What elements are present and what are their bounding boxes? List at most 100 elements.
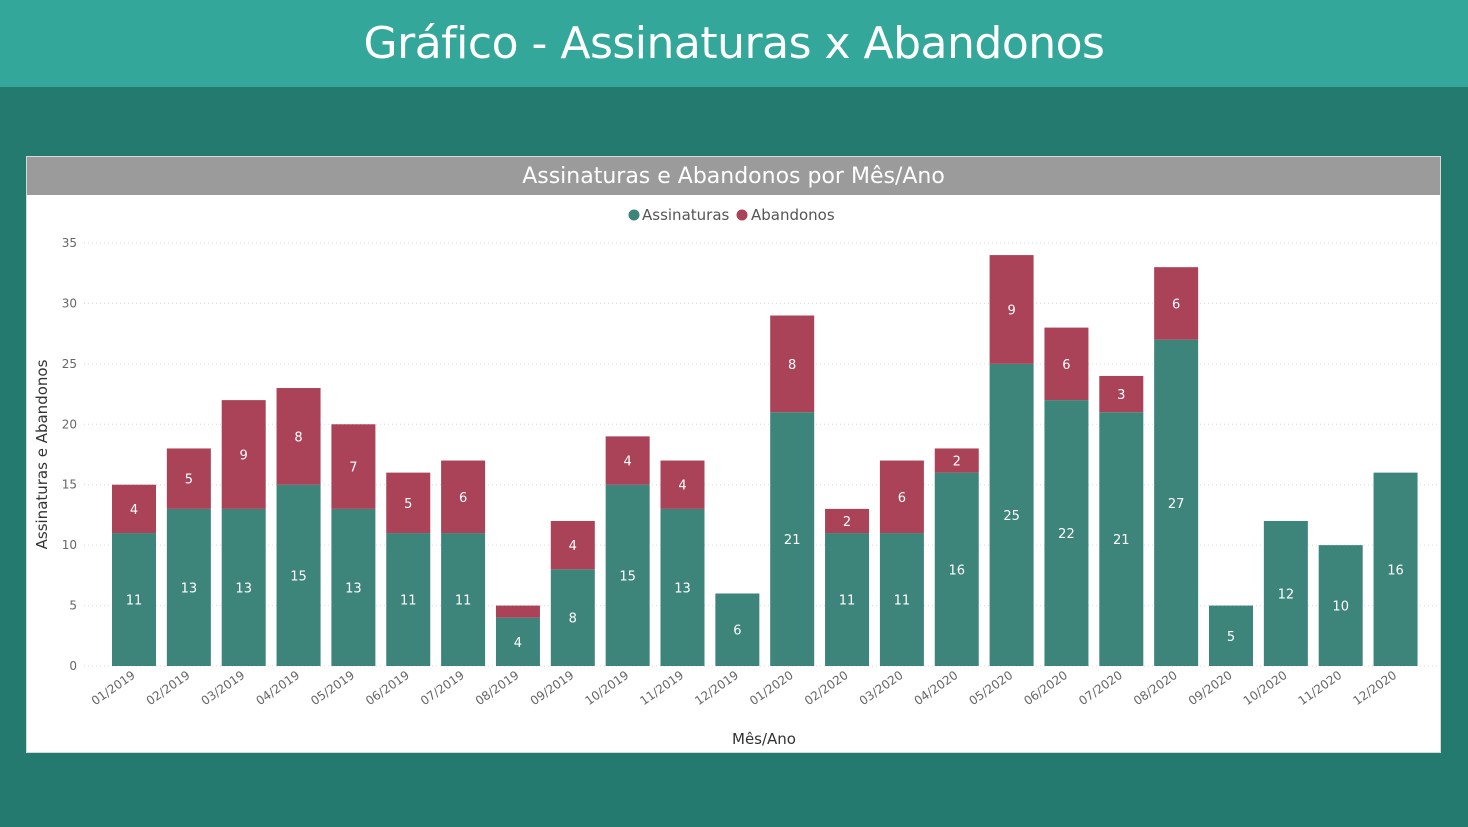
data-label-assinaturas: 15 bbox=[619, 569, 636, 584]
data-label-assinaturas: 10 bbox=[1332, 600, 1349, 615]
data-label-assinaturas: 21 bbox=[1113, 533, 1130, 548]
bar-abandonos bbox=[276, 388, 321, 485]
y-tick-label: 25 bbox=[62, 357, 77, 371]
x-tick-label: 07/2020 bbox=[1076, 668, 1125, 708]
bar-abandonos bbox=[166, 448, 211, 509]
data-label-abandonos: 2 bbox=[843, 515, 851, 530]
data-label-abandonos: 8 bbox=[294, 430, 302, 445]
data-label-assinaturas: 11 bbox=[839, 594, 856, 609]
x-tick-label: 04/2020 bbox=[912, 668, 961, 708]
x-tick-label: 03/2019 bbox=[199, 668, 248, 708]
y-axis-title: Assinaturas e Abandonos bbox=[33, 359, 51, 549]
data-label-assinaturas: 8 bbox=[569, 612, 577, 627]
x-tick-label: 02/2019 bbox=[144, 668, 193, 708]
bar-abandonos bbox=[989, 255, 1034, 364]
data-label-assinaturas: 16 bbox=[948, 563, 965, 578]
bar-assinaturas bbox=[605, 484, 650, 666]
x-tick-label: 06/2020 bbox=[1021, 668, 1070, 708]
bar-assinaturas bbox=[441, 533, 486, 666]
bar-assinaturas bbox=[386, 533, 431, 666]
data-label-abandonos: 6 bbox=[898, 491, 906, 506]
data-label-assinaturas: 27 bbox=[1168, 497, 1185, 512]
data-label-abandonos: 6 bbox=[1172, 297, 1180, 312]
bar-abandonos bbox=[879, 460, 924, 534]
data-label-abandonos: 4 bbox=[624, 455, 632, 470]
bar-assinaturas bbox=[1318, 545, 1363, 666]
bar-abandonos bbox=[770, 315, 815, 413]
bar-abandonos bbox=[1099, 375, 1144, 413]
x-tick-label: 05/2019 bbox=[308, 668, 357, 708]
bar-abandonos bbox=[605, 436, 650, 485]
bar-abandonos bbox=[1044, 327, 1089, 401]
data-label-assinaturas: 4 bbox=[514, 636, 522, 651]
bar-assinaturas bbox=[879, 533, 924, 666]
data-label-abandonos: 2 bbox=[953, 455, 961, 470]
data-label-assinaturas: 25 bbox=[1003, 509, 1020, 524]
bar-abandonos bbox=[550, 520, 595, 570]
bar-assinaturas bbox=[112, 533, 156, 666]
data-label-assinaturas: 6 bbox=[733, 624, 741, 639]
bar-assinaturas bbox=[934, 472, 979, 666]
y-tick-label: 35 bbox=[62, 236, 77, 250]
bar-assinaturas bbox=[1044, 400, 1089, 666]
data-label-assinaturas: 13 bbox=[345, 581, 362, 596]
bar-assinaturas bbox=[715, 593, 760, 666]
x-tick-label: 10/2019 bbox=[582, 668, 631, 708]
bar-abandonos bbox=[386, 472, 431, 534]
data-label-abandonos: 4 bbox=[569, 539, 577, 554]
x-axis-title: Mês/Ano bbox=[732, 730, 796, 748]
x-tick-label: 11/2019 bbox=[637, 668, 686, 708]
bar-assinaturas bbox=[495, 617, 540, 666]
legend-label-abandonos: Abandonos bbox=[751, 206, 835, 224]
chart-card: Assinaturas e Abandonos por Mês/Ano 0 5 10… bbox=[26, 156, 1441, 753]
data-label-abandonos: 5 bbox=[404, 497, 412, 512]
y-tick-label: 0 bbox=[69, 659, 77, 673]
bar-abandonos bbox=[221, 400, 266, 509]
y-tick-label: 15 bbox=[62, 478, 77, 492]
data-label-abandonos: 6 bbox=[459, 491, 467, 506]
bar-assinaturas bbox=[660, 508, 705, 666]
x-tick-label: 07/2019 bbox=[418, 668, 467, 708]
data-label-abandonos: 3 bbox=[1117, 388, 1125, 403]
x-tick-label: 10/2020 bbox=[1241, 668, 1290, 708]
data-label-abandonos: 4 bbox=[678, 479, 686, 494]
x-tick-label: 08/2019 bbox=[473, 668, 522, 708]
x-tick-label: 08/2020 bbox=[1131, 668, 1180, 708]
legend-swatch-assinaturas bbox=[628, 209, 640, 221]
x-tick-label: 05/2020 bbox=[966, 668, 1015, 708]
data-label-assinaturas: 21 bbox=[784, 533, 801, 548]
page-title: Gráfico - Assinaturas x Abandonos bbox=[363, 18, 1105, 69]
x-tick-label: 01/2019 bbox=[89, 668, 138, 708]
legend-swatch-abandonos bbox=[736, 209, 748, 221]
bar-abandonos bbox=[825, 508, 870, 534]
bar-assinaturas bbox=[276, 484, 321, 666]
chart-title: Assinaturas e Abandonos por Mês/Ano bbox=[522, 163, 945, 189]
y-tick-label: 20 bbox=[62, 417, 77, 431]
data-label-assinaturas: 13 bbox=[181, 581, 198, 596]
data-label-assinaturas: 5 bbox=[1227, 630, 1235, 645]
data-label-assinaturas: 11 bbox=[894, 594, 911, 609]
data-label-abandonos: 9 bbox=[240, 449, 248, 464]
x-tick-label: 03/2020 bbox=[857, 668, 906, 708]
data-label-assinaturas: 13 bbox=[674, 581, 691, 596]
x-tick-label: 09/2020 bbox=[1186, 668, 1235, 708]
data-label-abandonos: 5 bbox=[185, 473, 193, 488]
bar-assinaturas bbox=[331, 508, 376, 666]
bar-abandonos bbox=[1154, 267, 1199, 340]
bar-abandonos bbox=[495, 605, 540, 618]
bar-assinaturas bbox=[221, 508, 266, 666]
bar-assinaturas bbox=[1209, 605, 1253, 666]
y-tick-label: 30 bbox=[62, 296, 77, 310]
data-label-abandonos: 8 bbox=[788, 358, 796, 373]
y-tick-label: 5 bbox=[69, 599, 77, 613]
x-tick-label: 11/2020 bbox=[1296, 668, 1345, 708]
bar-assinaturas bbox=[1154, 339, 1199, 666]
data-label-assinaturas: 16 bbox=[1387, 563, 1404, 578]
bar-assinaturas bbox=[166, 508, 211, 666]
bar-assinaturas bbox=[1263, 520, 1308, 666]
bar-abandonos bbox=[112, 484, 156, 534]
y-tick-label: 10 bbox=[62, 538, 77, 552]
bar-assinaturas bbox=[989, 363, 1034, 666]
data-label-assinaturas: 11 bbox=[400, 594, 417, 609]
